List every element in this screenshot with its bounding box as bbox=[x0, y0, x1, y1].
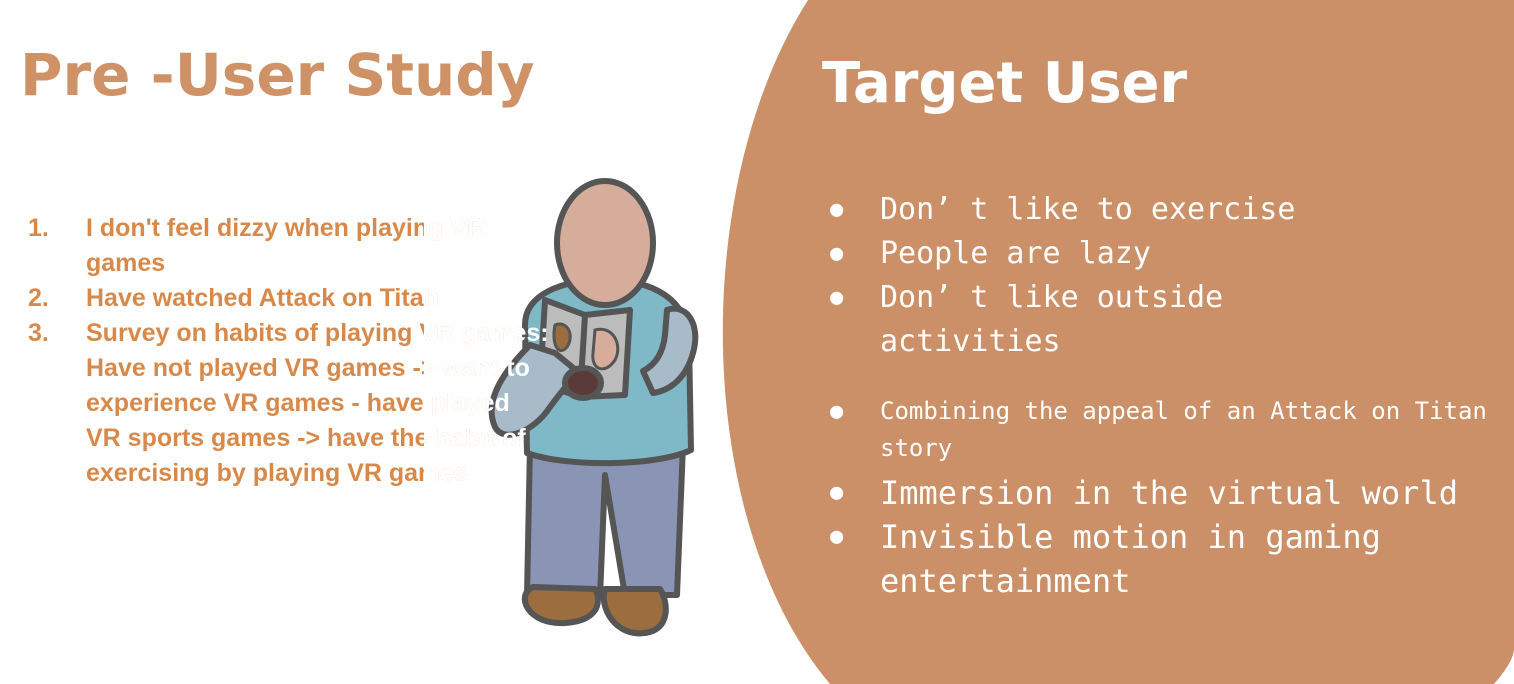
bullet-icon: ● bbox=[830, 285, 844, 310]
pre-user-study-list: 1. I don't feel dizzy when playing VR ga… bbox=[28, 211, 628, 491]
person-holding-book-icon bbox=[488, 178, 699, 637]
study-item-text: experience VR games - have played bbox=[86, 389, 510, 417]
study-item-text: Have not played VR games -> want to bbox=[86, 354, 530, 382]
target-item-text: Invisible motion in gaming bbox=[880, 518, 1381, 556]
target-item-immersion: ● Immersion in the virtual world bbox=[822, 471, 1502, 515]
study-item-text: VR sports games -> have the habit of bbox=[86, 424, 526, 452]
target-item-motion: ● Invisible motion in gaming entertainme… bbox=[822, 515, 1502, 603]
target-item-text: Don’ t like outside bbox=[880, 280, 1224, 315]
bullet-icon: ● bbox=[830, 480, 844, 505]
target-item-text: story bbox=[880, 434, 953, 462]
target-item-text: People are lazy bbox=[880, 236, 1151, 271]
study-item-1: 1. I don't feel dizzy when playing VR ga… bbox=[28, 211, 628, 281]
bullet-icon: ● bbox=[830, 197, 844, 222]
bullet-icon: ● bbox=[830, 524, 844, 549]
target-user-list-primary: ● Don’ t like to exercise ● People are l… bbox=[822, 188, 1502, 364]
study-item-text: games bbox=[86, 249, 166, 277]
target-item-story: ● Combining the appeal of an Attack on T… bbox=[822, 393, 1502, 467]
study-item-number: 3. bbox=[28, 319, 49, 347]
target-item-text: entertainment bbox=[880, 562, 1131, 600]
target-item-lazy: ● People are lazy bbox=[822, 232, 1502, 276]
study-item-number: 1. bbox=[28, 214, 49, 242]
target-user-list-secondary: ● Combining the appeal of an Attack on T… bbox=[822, 393, 1502, 603]
study-item-2: 2. Have watched Attack on Titan bbox=[28, 281, 628, 316]
target-item-text: Don’ t like to exercise bbox=[880, 192, 1296, 227]
target-item-text: Immersion in the virtual world bbox=[880, 474, 1458, 512]
pre-user-study-title: Pre -User Study bbox=[20, 41, 535, 109]
target-user-title: Target User bbox=[822, 51, 1188, 116]
target-item-text: activities bbox=[880, 324, 1061, 359]
target-item-text: Combining the appeal of an Attack on Tit… bbox=[880, 397, 1487, 425]
study-item-text: exercising by playing VR games bbox=[86, 459, 469, 487]
study-item-text: Survey on habits of playing VR games: bbox=[86, 319, 549, 347]
study-item-text: I don't feel dizzy when playing VR bbox=[86, 214, 486, 242]
bullet-icon: ● bbox=[830, 241, 844, 266]
target-item-exercise: ● Don’ t like to exercise bbox=[822, 188, 1502, 232]
target-item-outside: ● Don’ t like outside activities bbox=[822, 276, 1502, 364]
study-item-text: Have watched Attack on Titan bbox=[86, 284, 439, 312]
study-item-number: 2. bbox=[28, 284, 49, 312]
bullet-icon: ● bbox=[830, 399, 844, 424]
study-item-3: 3. Survey on habits of playing VR games:… bbox=[28, 316, 628, 491]
